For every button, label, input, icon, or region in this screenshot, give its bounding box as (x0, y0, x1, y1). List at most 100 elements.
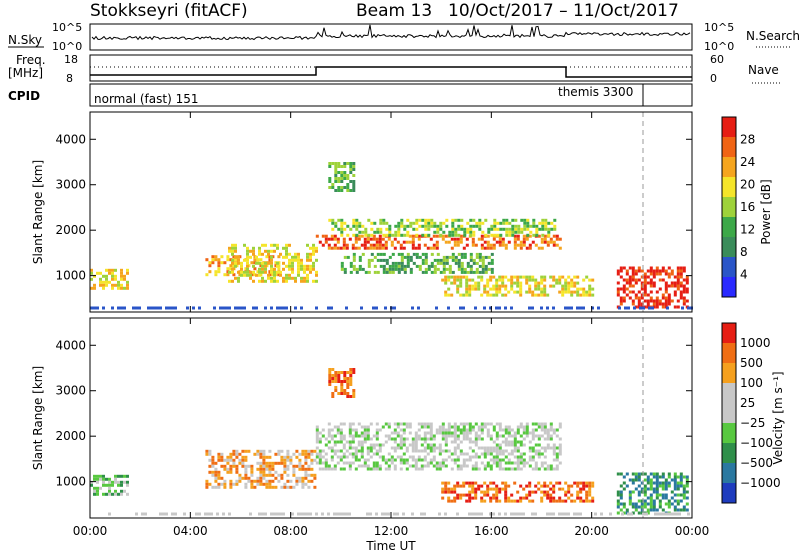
velocity-echo-cell (543, 422, 547, 426)
power-echo-cell (343, 165, 347, 168)
power-echo-cell (489, 306, 492, 310)
velocity-echo-cell (676, 487, 680, 491)
velocity-echo-cell (250, 473, 254, 477)
power-echo-cell (343, 177, 347, 180)
power-echo-cell (631, 290, 635, 294)
power-echo-cell (399, 243, 403, 247)
power-echo-cell (370, 227, 374, 231)
power-echo-cell (253, 258, 257, 262)
velocity-echo-cell (483, 446, 487, 450)
power-echo-cell (679, 275, 683, 279)
velocity-echo-cell (435, 446, 439, 450)
velocity-echo-cell (274, 470, 278, 474)
power-echo-cell (622, 299, 626, 303)
velocity-echo-cell (399, 446, 403, 450)
power-echo-cell (382, 264, 386, 268)
velocity-echo-cell (619, 472, 623, 476)
power-echo-cell (415, 218, 419, 222)
power-echo-region (328, 218, 557, 237)
velocity-echo-cell (546, 496, 550, 500)
power-echo-cell (258, 252, 261, 256)
velocity-echo-cell (507, 428, 511, 432)
power-echo-cell (511, 233, 515, 237)
velocity-echo-cell (238, 452, 242, 456)
velocity-echo-cell (259, 482, 263, 486)
velocity-echo-cell (363, 428, 367, 432)
velocity-echo-cell (346, 371, 350, 374)
power-echo-cell (537, 293, 541, 297)
power-echo-cell (447, 275, 451, 279)
power-echo-cell (519, 275, 523, 279)
power-echo-cell (340, 180, 344, 183)
power-echo-cell (579, 306, 582, 310)
velocity-echo-cell (393, 464, 397, 468)
velocity-echo-cell (561, 487, 565, 491)
velocity-echo-cell (318, 440, 322, 444)
velocity-echo-cell (310, 458, 314, 462)
velocity-echo-cell (462, 464, 466, 468)
velocity-echo-cell (513, 499, 517, 503)
velocity-echo-cell (453, 428, 457, 432)
power-echo-cell (378, 246, 382, 250)
power-echo-cell (631, 302, 635, 306)
power-echo-cell (508, 227, 512, 231)
power-echo-cell (667, 296, 671, 300)
power-echo-cell (246, 267, 249, 271)
power-echo-cell (457, 218, 461, 222)
power-echo-cell (501, 237, 505, 241)
power-echo-cell (147, 306, 150, 310)
power-echo-cell (430, 264, 434, 268)
velocity-echo-cell (567, 487, 571, 491)
velocity-echo-cell (352, 395, 356, 398)
velocity-echo-cell (465, 499, 469, 503)
velocity-echo-cell (342, 437, 346, 441)
power-echo-cell (469, 267, 473, 271)
velocity-echo-cell (549, 446, 553, 450)
velocity-echo-cell (667, 502, 671, 506)
nsky-right-bottom: 10^0 (704, 40, 734, 53)
cpid-mode-2: themis 3300 (558, 85, 633, 99)
velocity-echo-cell (426, 437, 430, 441)
velocity-echo-cell (504, 484, 508, 488)
velocity-echo-cell (277, 479, 281, 483)
power-echo-cell (300, 261, 303, 265)
velocity-echo-cell (232, 449, 236, 453)
velocity-echo-cell (444, 487, 448, 491)
velocity-echo-cell (229, 455, 233, 459)
velocity-echo-cell (378, 467, 382, 471)
power-echo-cell (309, 258, 312, 262)
velocity-echo-cell (483, 481, 487, 485)
velocity-echo-cell (667, 481, 671, 485)
power-echo-cell (285, 279, 288, 283)
velocity-echo-cell (280, 485, 284, 489)
velocity-echo-cell (516, 431, 520, 435)
power-echo-cell (478, 227, 482, 231)
velocity-echo-cell (450, 452, 454, 456)
power-echo-cell (246, 246, 249, 250)
velocity-echo-cell (480, 425, 484, 429)
power-echo-cell (340, 174, 344, 177)
power-echo-cell (537, 234, 541, 238)
velocity-echo-cell (258, 512, 261, 516)
velocity-echo-cell (402, 512, 405, 516)
power-echo-cell (409, 224, 413, 228)
velocity-echo-cell (405, 461, 409, 465)
power-echo-cell (625, 293, 629, 297)
velocity-echo-cell (471, 490, 475, 494)
velocity-echo-cell (399, 440, 403, 444)
velocity-echo-cell (444, 443, 448, 447)
power-echo-cell (495, 281, 499, 285)
velocity-echo-cell (384, 422, 388, 426)
power-echo-cell (400, 221, 404, 225)
power-echo-cell (228, 249, 231, 253)
velocity-echo-cell (543, 493, 547, 497)
power-echo-cell (397, 261, 401, 265)
velocity-echo-cell (420, 422, 424, 426)
power-echo-cell (306, 267, 309, 271)
velocity-echo-cell (513, 443, 517, 447)
power-echo-cell (640, 287, 644, 291)
power-echo-cell (117, 286, 120, 290)
power-echo-cell (205, 258, 209, 262)
velocity-echo-cell (393, 446, 397, 450)
power-echo-cell (456, 237, 460, 241)
